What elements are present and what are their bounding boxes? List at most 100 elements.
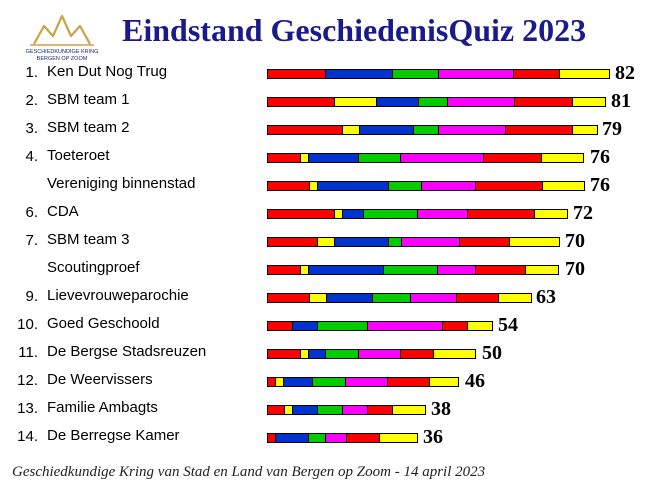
table-row: 9. Lievevrouweparochie 63 — [0, 286, 660, 314]
rank-label: 12. — [17, 372, 38, 389]
rank-label: 3. — [25, 120, 38, 137]
bar-segment — [392, 405, 426, 415]
score-bar — [267, 237, 560, 247]
bar-segment — [433, 349, 476, 359]
bar-segment — [326, 293, 373, 303]
bar-segment — [559, 69, 610, 79]
bar-segment — [283, 377, 313, 387]
team-name: Toeteroet — [47, 147, 110, 164]
logo-line-2: BERGEN OP ZOOM — [36, 56, 88, 62]
bar-segment — [308, 265, 384, 275]
table-row: Scoutingproef 70 — [0, 258, 660, 286]
score-bar — [267, 349, 476, 359]
table-row: 1. Ken Dut Nog Trug 82 — [0, 62, 660, 90]
rank-label: 14. — [17, 428, 38, 445]
bar-segment — [376, 97, 419, 107]
score-bar — [267, 405, 426, 415]
table-row: Vereniging binnenstad 76 — [0, 174, 660, 202]
bar-segment — [267, 349, 301, 359]
team-name: Scoutingproef — [47, 259, 140, 276]
bar-segment — [317, 405, 343, 415]
bar-segment — [498, 293, 532, 303]
bar-segment — [292, 321, 318, 331]
footer-caption: Geschiedkundige Kring van Stad en Land v… — [12, 464, 486, 480]
bar-segment — [459, 237, 510, 247]
bar-segment — [410, 293, 457, 303]
table-row: 7. SBM team 3 70 — [0, 230, 660, 258]
bar-segment — [467, 209, 535, 219]
bar-segment — [267, 125, 343, 135]
bar-segment — [325, 433, 347, 443]
rank-label: 13. — [17, 400, 38, 417]
score-label: 81 — [611, 90, 631, 112]
score-bar — [267, 125, 598, 135]
bar-segment — [267, 293, 310, 303]
score-label: 79 — [602, 118, 622, 140]
bar-segment — [325, 69, 393, 79]
bar-segment — [413, 125, 439, 135]
table-row: 12. De Weervissers 46 — [0, 370, 660, 398]
bar-segment — [541, 153, 584, 163]
bar-segment — [292, 405, 318, 415]
table-row: 3. SBM team 2 79 — [0, 118, 660, 146]
rank-label: 11. — [18, 344, 38, 361]
team-name: Goed Geschoold — [47, 315, 160, 332]
bar-segment — [308, 153, 359, 163]
bar-segment — [363, 209, 418, 219]
bar-segment — [509, 237, 560, 247]
logo-line-1: GESCHIEDKUNDIGE KRING — [25, 49, 99, 55]
score-label: 72 — [573, 202, 593, 224]
bar-segment — [358, 153, 401, 163]
score-label: 76 — [590, 146, 610, 168]
bar-segment — [346, 433, 380, 443]
bar-segment — [438, 69, 514, 79]
score-bar — [267, 321, 493, 331]
score-label: 36 — [423, 426, 443, 448]
bar-segment — [312, 377, 346, 387]
table-row: 4. Toeteroet 76 — [0, 146, 660, 174]
bar-segment — [400, 349, 434, 359]
page-title: Eindstand GeschiedenisQuiz 2023 — [122, 12, 587, 48]
bar-segment — [358, 349, 401, 359]
score-bar — [267, 293, 532, 303]
score-label: 50 — [482, 342, 502, 364]
bar-segment — [429, 377, 459, 387]
bar-segment — [267, 405, 285, 415]
bar-segment — [437, 265, 476, 275]
team-name: SBM team 2 — [47, 119, 130, 136]
bar-segment — [442, 321, 468, 331]
bar-segment — [267, 209, 335, 219]
score-label: 54 — [498, 314, 518, 336]
bar-segment — [572, 125, 598, 135]
team-name: SBM team 3 — [47, 231, 130, 248]
bar-segment — [447, 97, 515, 107]
bar-segment — [514, 97, 573, 107]
score-label: 63 — [536, 286, 556, 308]
score-bar — [267, 69, 610, 79]
rank-label: 2. — [25, 92, 38, 109]
bar-segment — [417, 209, 468, 219]
bar-segment — [483, 153, 542, 163]
score-label: 76 — [590, 174, 610, 196]
bar-segment — [267, 69, 326, 79]
bar-segment — [513, 69, 560, 79]
table-row: 14. De Berregse Kamer 36 — [0, 426, 660, 454]
score-label: 46 — [465, 370, 485, 392]
bar-segment — [325, 349, 359, 359]
team-name: Ken Dut Nog Trug — [47, 63, 168, 80]
bar-segment — [418, 97, 448, 107]
bar-segment — [387, 377, 430, 387]
team-name: De Berregse Kamer — [47, 427, 180, 444]
bar-segment — [367, 321, 443, 331]
bar-segment — [400, 153, 484, 163]
bar-segment — [308, 433, 326, 443]
bar-segment — [267, 321, 293, 331]
bar-segment — [342, 209, 364, 219]
table-row: 13. Familie Ambagts 38 — [0, 398, 660, 426]
team-name: CDA — [47, 203, 79, 220]
bar-segment — [342, 125, 360, 135]
score-label: 82 — [615, 62, 635, 84]
team-name: De Bergse Stadsreuzen — [47, 343, 207, 360]
rank-label: 6. — [25, 204, 38, 221]
score-label: 38 — [431, 398, 451, 420]
